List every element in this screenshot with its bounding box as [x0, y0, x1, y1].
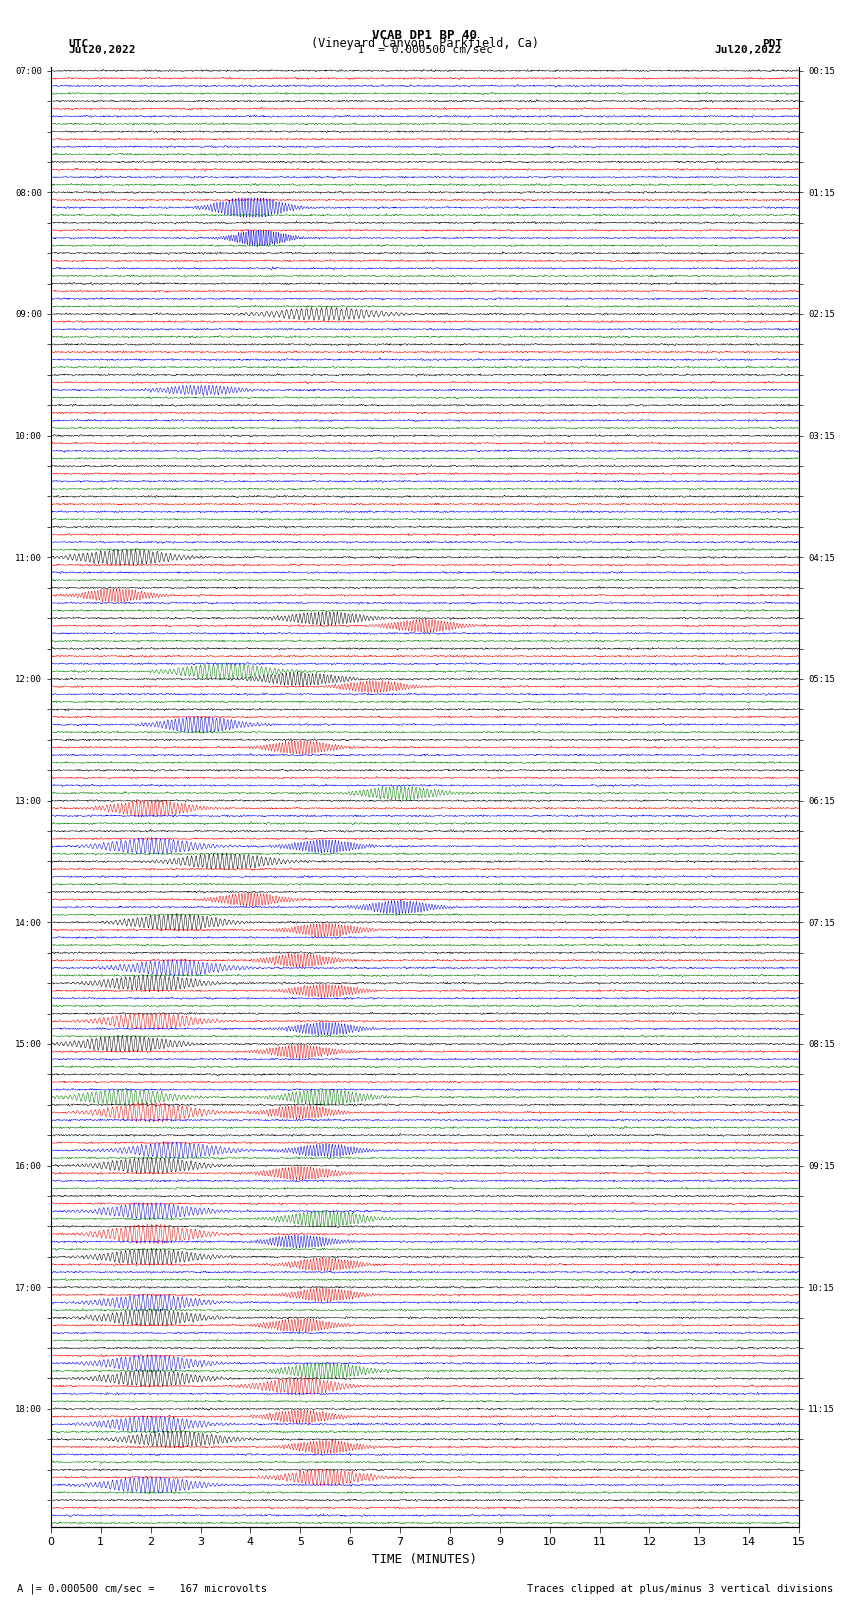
Text: Jul20,2022: Jul20,2022	[715, 45, 782, 55]
Text: Traces clipped at plus/minus 3 vertical divisions: Traces clipped at plus/minus 3 vertical …	[527, 1584, 833, 1594]
Text: Jul20,2022: Jul20,2022	[68, 45, 135, 55]
Text: (Vineyard Canyon, Parkfield, Ca): (Vineyard Canyon, Parkfield, Ca)	[311, 37, 539, 50]
Text: VCAB DP1 BP 40: VCAB DP1 BP 40	[372, 29, 478, 42]
Text: UTC: UTC	[68, 39, 88, 48]
Text: A |= 0.000500 cm/sec =    167 microvolts: A |= 0.000500 cm/sec = 167 microvolts	[17, 1582, 267, 1594]
Text: I  = 0.000500 cm/sec: I = 0.000500 cm/sec	[358, 45, 492, 55]
X-axis label: TIME (MINUTES): TIME (MINUTES)	[372, 1553, 478, 1566]
Text: PDT: PDT	[762, 39, 782, 48]
